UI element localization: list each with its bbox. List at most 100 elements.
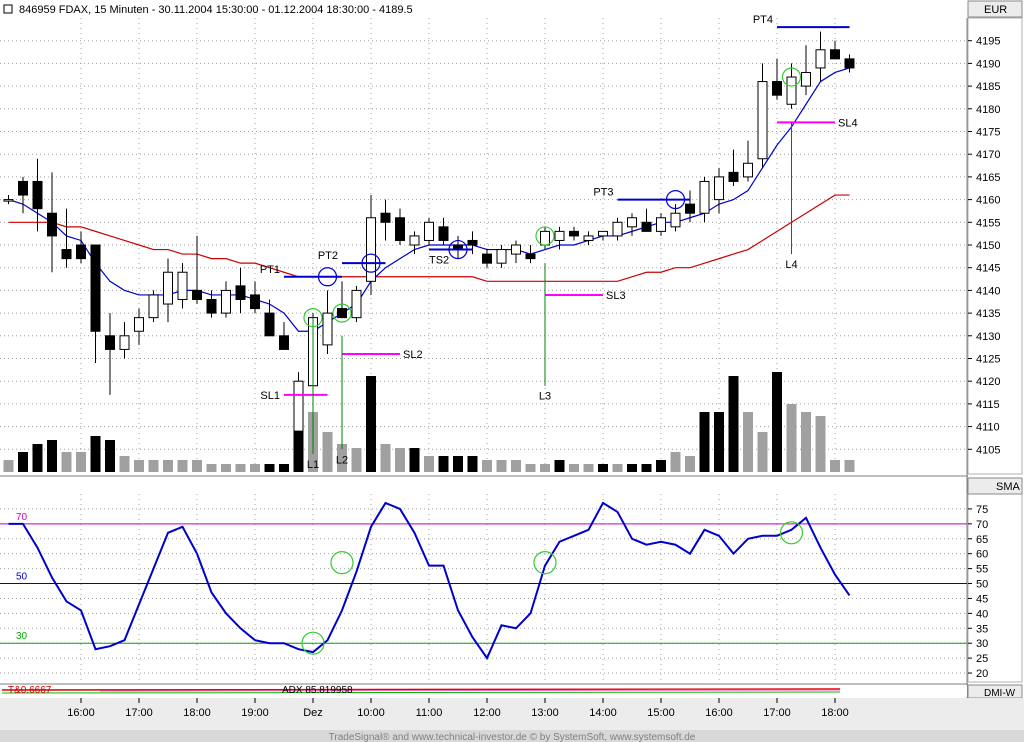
volume-bar (163, 460, 173, 472)
candle-body (395, 217, 405, 241)
candle-body (569, 230, 579, 237)
header-icon[interactable] (3, 4, 13, 14)
volume-bar (177, 460, 188, 472)
candle-body (598, 230, 608, 237)
candle-body (511, 244, 521, 255)
volume-bar (685, 456, 695, 472)
volume-bar (772, 372, 782, 472)
currency-label: EUR (984, 4, 1007, 16)
volume-bars (3, 372, 855, 472)
candle-body (409, 235, 420, 246)
osc-tick-label: 40 (976, 608, 988, 620)
osc-level-label: 30 (16, 631, 28, 642)
price-tick-label: 4165 (976, 172, 1000, 184)
candle-body (438, 226, 449, 241)
time-tick-label: 12:00 (473, 707, 501, 719)
currency-box (967, 0, 1023, 18)
candle-body (18, 180, 28, 196)
candle-body (148, 294, 159, 319)
time-tick-label: 13:00 (531, 707, 559, 719)
signal-circle-green (303, 308, 323, 328)
volume-bar (714, 412, 724, 472)
osc-tick-label: 35 (976, 623, 988, 635)
candle-body (366, 217, 376, 282)
candle-body (844, 58, 855, 69)
trailing-stop-label: TS2 (429, 255, 449, 267)
oscillator-line (8, 501, 851, 661)
candle-body (786, 76, 797, 105)
candle-body (728, 171, 739, 182)
profit-target-label: PT4 (753, 14, 773, 26)
volume-bar (264, 464, 275, 472)
volume-bar (61, 452, 72, 472)
volume-bar (3, 460, 14, 472)
signal-circle-green (332, 303, 352, 323)
profit-target-label: PT2 (318, 250, 338, 262)
volume-bar (699, 412, 710, 472)
volume-bar (148, 460, 159, 472)
candle-body (61, 249, 72, 260)
volume-bar (830, 460, 840, 472)
time-tick-label: 11:00 (416, 707, 443, 719)
price-tick-label: 4175 (976, 127, 1000, 139)
candle-body (293, 380, 304, 432)
osc-signal-circles (301, 521, 804, 655)
candle-body (192, 289, 202, 300)
osc-tick-label: 70 (976, 519, 988, 531)
dmi-panel (0, 685, 967, 697)
volume-bar (540, 464, 550, 472)
osc-tick-label: 55 (976, 564, 988, 576)
footer-bar (0, 730, 1024, 742)
osc-tick-label: 20 (976, 668, 988, 680)
time-tick-label: 15:00 (647, 707, 675, 719)
candle-body (32, 180, 43, 210)
candle-body (90, 244, 101, 332)
volume-bar (583, 464, 594, 472)
osc-tick-label: 45 (976, 593, 988, 605)
candle-body (221, 289, 231, 314)
time-axis-bg (0, 698, 1024, 730)
candle-body (685, 203, 695, 214)
signal-circle-green (535, 226, 555, 246)
osc-signal-circle (779, 521, 804, 545)
volume-bar (612, 464, 623, 472)
candle-body (177, 271, 188, 300)
volume-bar (235, 464, 246, 472)
price-tick-label: 4195 (976, 36, 1000, 48)
price-tick-label: 4180 (976, 104, 1000, 116)
candle-body (467, 239, 478, 246)
volume-bar (801, 412, 811, 472)
candle-body (322, 312, 333, 346)
candle-body (801, 71, 811, 87)
osc-tick-label: 75 (976, 504, 988, 516)
candle-body (656, 217, 666, 232)
osc-label: SMA (996, 481, 1021, 493)
price-tick-label: 4185 (976, 81, 1000, 93)
candle-body (743, 162, 753, 178)
volume-bar (641, 464, 652, 472)
price-tick-label: 4155 (976, 217, 1000, 229)
candle-body (76, 244, 86, 260)
candle-body (772, 81, 782, 96)
osc-signal-circle (330, 551, 354, 575)
volume-bar (598, 464, 608, 472)
stop-loss-label: SL4 (838, 117, 858, 129)
dmi-line-pink (99, 689, 841, 692)
volume-bar (525, 464, 536, 472)
volume-bar (511, 460, 521, 472)
price-tick-label: 4105 (976, 444, 1000, 456)
volume-bar (656, 460, 666, 472)
trade-annotations: PT1 PT2 PT3 PT4 TS2 SL1 SL2 SL3 SL4 L1 L2 L3 L4 (260, 14, 858, 471)
price-tick-label: 4110 (976, 422, 1000, 434)
price-tick-label: 4160 (976, 195, 1000, 207)
osc-tick-label: 30 (976, 638, 988, 650)
stop-loss-label: SL3 (606, 290, 626, 302)
time-tick-label: 17:00 (125, 707, 153, 719)
profit-target-label: PT1 (260, 264, 280, 276)
signal-circle-blue (361, 253, 381, 273)
volume-bar (380, 444, 391, 472)
volume-bar (47, 440, 57, 472)
volume-bar (424, 456, 434, 472)
volume-bar (815, 416, 826, 472)
candle-body (815, 49, 826, 69)
